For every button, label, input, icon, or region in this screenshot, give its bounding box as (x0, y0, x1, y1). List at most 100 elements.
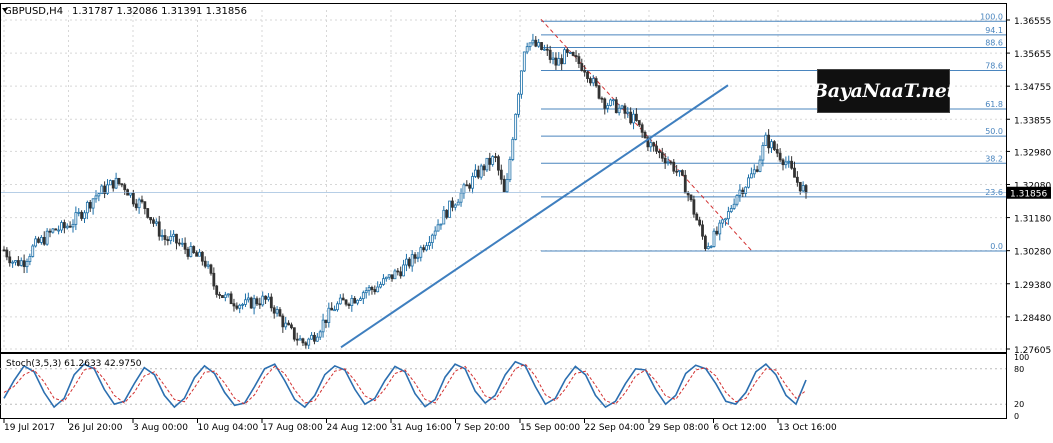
candle-body (735, 195, 739, 205)
candle-body (37, 238, 40, 243)
candle-body (405, 258, 408, 266)
candle-body (583, 70, 587, 73)
candle-body (241, 304, 244, 306)
x-tick-label: 13 Oct 16:00 (778, 423, 837, 433)
candle-body (804, 185, 808, 194)
candle-body (712, 230, 716, 247)
candle-body (356, 299, 359, 304)
candle-body (798, 181, 802, 192)
candle-body (462, 184, 466, 194)
candle-body (333, 309, 336, 312)
dropdown-triangle-icon[interactable] (2, 8, 8, 12)
candle-body (430, 234, 434, 243)
candle-body (520, 70, 523, 95)
candle-body (229, 293, 233, 305)
candle-body (540, 42, 543, 50)
candle-body (617, 107, 621, 114)
candle-body (456, 201, 460, 206)
candle-body (212, 272, 216, 287)
candle-body (655, 145, 658, 152)
fib-level-label: 94.1 (985, 26, 1003, 35)
candle-body (744, 186, 748, 194)
candle-body (442, 209, 446, 225)
candle-body (640, 124, 644, 133)
candle-body (25, 261, 29, 268)
candle-body (657, 150, 661, 153)
candle-body (425, 245, 428, 251)
candle-body (632, 113, 635, 124)
candle-body (643, 131, 647, 139)
candle-body (574, 55, 578, 58)
candle-body (111, 180, 115, 189)
candle-body (399, 271, 403, 277)
candle-body (635, 113, 638, 121)
candle-body (223, 294, 227, 299)
candle-body (531, 39, 535, 44)
candle-body (175, 233, 178, 244)
candle-body (439, 223, 443, 226)
candle-body (287, 322, 290, 326)
candle-body (545, 48, 549, 51)
candle-body (48, 230, 52, 233)
candle-body (258, 303, 262, 306)
y-tick-label: 1.36555 (1014, 17, 1051, 27)
candle-body (528, 42, 532, 48)
candle-body (790, 160, 794, 169)
candle-body (698, 219, 702, 226)
candle-body (772, 141, 776, 150)
candle-body (428, 242, 431, 247)
candle-body (183, 242, 187, 250)
candle-body (758, 159, 762, 172)
candle-body (206, 264, 210, 267)
candle-body (310, 334, 313, 340)
candle-body (508, 159, 512, 181)
candle-body (620, 105, 624, 109)
candle-body (51, 228, 55, 233)
candle-body (580, 63, 584, 71)
candle-body (298, 338, 302, 341)
candle-body (488, 157, 492, 165)
x-tick-label: 26 Jul 20:00 (69, 423, 123, 433)
candle-body (347, 303, 351, 306)
stoch-header: Stoch(3,5,3) 61.2633 42.9750 (6, 359, 142, 369)
candle-body (198, 251, 201, 257)
candle-body (272, 307, 276, 314)
candle-body (359, 298, 362, 301)
candle-body (560, 58, 564, 65)
candle-body (39, 236, 43, 243)
candle-body (591, 78, 595, 84)
candle-body (85, 201, 89, 214)
candle-body (787, 160, 791, 163)
candle-body (114, 177, 118, 189)
candle-body (416, 256, 420, 259)
candle-body (396, 270, 400, 273)
candle-body (468, 184, 472, 189)
candle-body (433, 230, 437, 236)
candle-body (350, 298, 354, 306)
candle-body (16, 260, 20, 266)
candle-body (568, 52, 572, 54)
candle-body (767, 134, 771, 149)
candle-body (8, 256, 12, 264)
watermark-logo: BayaNaaT.net (812, 69, 955, 113)
candle-body (123, 184, 127, 191)
candle-body (749, 173, 753, 179)
candle-body (511, 138, 515, 160)
candle-body (778, 152, 782, 161)
candle-body (453, 204, 457, 208)
y-tick-label: 1.30280 (1014, 248, 1051, 258)
stoch-y-label: 20 (1014, 400, 1024, 409)
candle-body (218, 294, 221, 296)
y-tick-label: 1.28480 (1014, 314, 1051, 324)
candle-body (318, 331, 322, 338)
candle-body (324, 319, 328, 323)
candle-body (244, 299, 247, 305)
candle-body (140, 199, 144, 203)
fib-level-label: 61.8 (985, 100, 1003, 109)
candle-body (88, 201, 92, 209)
candle-body (238, 304, 242, 309)
candle-body (321, 319, 325, 333)
candle-body (706, 246, 710, 250)
